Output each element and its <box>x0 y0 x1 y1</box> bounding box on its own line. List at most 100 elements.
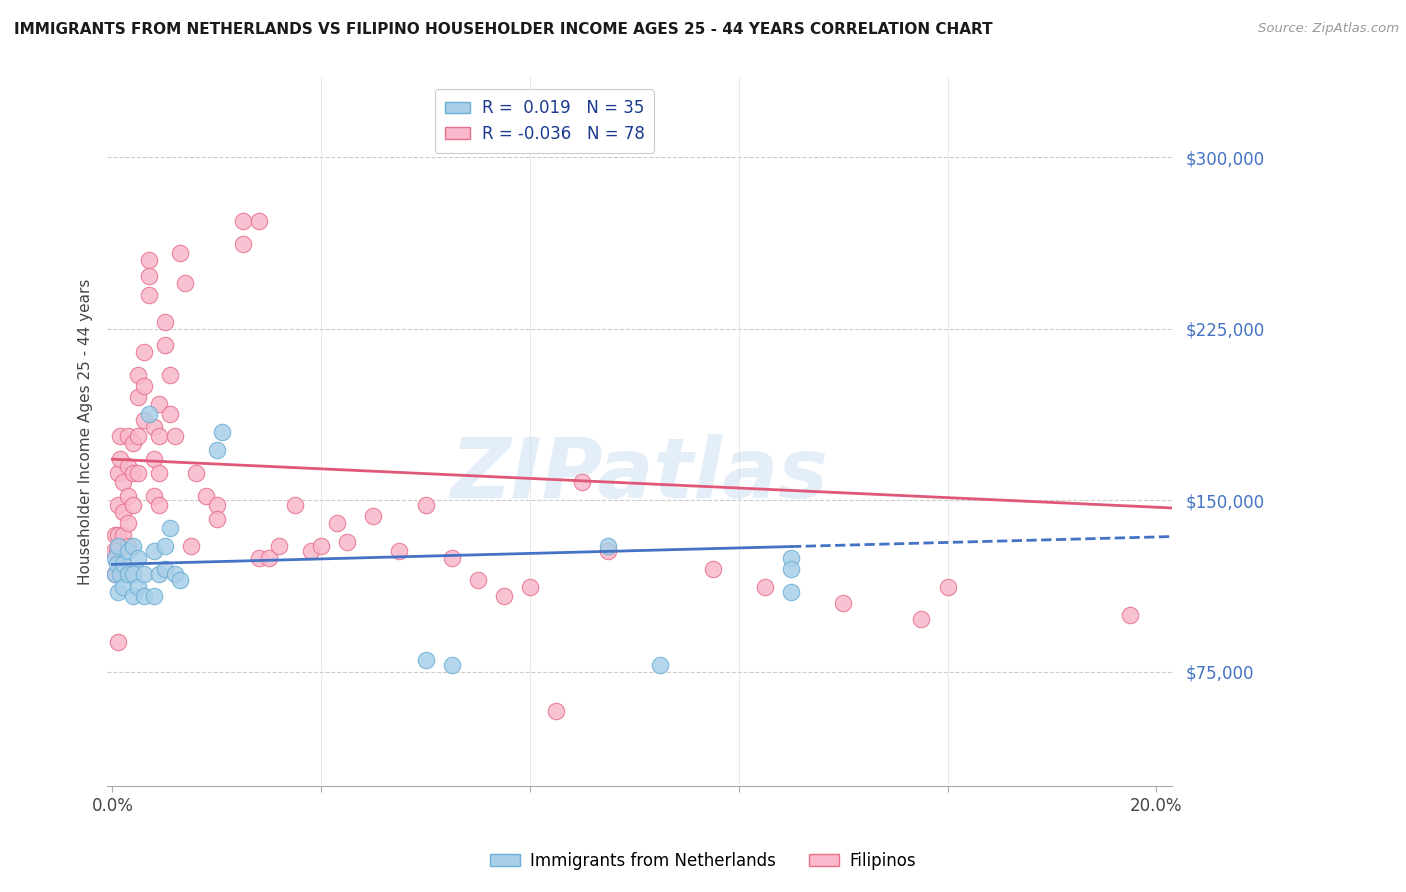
Point <box>122 436 145 450</box>
Point <box>127 391 149 405</box>
Point <box>153 315 176 329</box>
Point <box>163 429 186 443</box>
Point <box>122 498 145 512</box>
Point <box>143 543 166 558</box>
Point <box>104 566 127 581</box>
Point <box>117 516 139 531</box>
Point <box>117 539 139 553</box>
Point <box>111 558 134 572</box>
Point <box>780 584 803 599</box>
Point <box>117 459 139 474</box>
Point <box>598 539 620 553</box>
Y-axis label: Householder Income Ages 25 - 44 years: Householder Income Ages 25 - 44 years <box>79 278 93 585</box>
Point <box>832 596 855 610</box>
Point <box>205 511 228 525</box>
Point <box>127 550 149 565</box>
Point <box>388 543 411 558</box>
Point <box>111 562 134 576</box>
Point <box>780 550 803 565</box>
Point <box>105 543 128 558</box>
Point <box>363 509 385 524</box>
Point <box>284 498 307 512</box>
Point <box>754 580 776 594</box>
Point <box>148 566 170 581</box>
Point <box>108 429 131 443</box>
Point <box>143 489 166 503</box>
Point <box>910 612 932 626</box>
Point <box>205 498 228 512</box>
Point <box>467 574 489 588</box>
Point <box>103 543 125 558</box>
Point <box>143 452 166 467</box>
Point <box>232 214 254 228</box>
Point <box>117 543 139 558</box>
Point <box>148 397 170 411</box>
Point <box>111 505 134 519</box>
Point <box>159 368 181 382</box>
Point <box>650 657 672 672</box>
Point <box>326 516 349 531</box>
Point <box>111 475 134 489</box>
Point <box>544 704 567 718</box>
Point <box>143 590 166 604</box>
Point <box>205 443 228 458</box>
Point <box>257 550 280 565</box>
Point <box>163 566 186 581</box>
Point <box>299 543 322 558</box>
Point <box>132 566 155 581</box>
Point <box>127 580 149 594</box>
Point <box>153 338 176 352</box>
Text: Source: ZipAtlas.com: Source: ZipAtlas.com <box>1258 22 1399 36</box>
Point <box>107 466 129 480</box>
Point <box>336 534 359 549</box>
Point <box>122 566 145 581</box>
Point <box>309 539 332 553</box>
Point <box>184 466 207 480</box>
Point <box>108 452 131 467</box>
Point <box>440 550 463 565</box>
Point <box>138 287 160 301</box>
Point <box>195 489 218 503</box>
Point <box>415 653 437 667</box>
Point <box>132 590 155 604</box>
Point <box>211 425 233 439</box>
Point <box>132 379 155 393</box>
Point <box>122 590 145 604</box>
Point <box>117 489 139 503</box>
Point <box>105 558 128 572</box>
Point <box>104 550 127 565</box>
Point <box>702 562 724 576</box>
Point <box>104 566 127 581</box>
Point <box>159 521 181 535</box>
Point <box>104 527 127 541</box>
Text: ZIPatlas: ZIPatlas <box>451 434 828 515</box>
Point <box>247 550 270 565</box>
Point <box>132 344 155 359</box>
Point <box>122 466 145 480</box>
Point <box>122 539 145 553</box>
Point <box>127 368 149 382</box>
Point <box>169 574 191 588</box>
Point <box>111 580 134 594</box>
Point <box>127 466 149 480</box>
Point <box>108 566 131 581</box>
Point <box>232 237 254 252</box>
Point <box>107 539 129 553</box>
Point <box>138 407 160 421</box>
Point <box>492 590 515 604</box>
Text: IMMIGRANTS FROM NETHERLANDS VS FILIPINO HOUSEHOLDER INCOME AGES 25 - 44 YEARS CO: IMMIGRANTS FROM NETHERLANDS VS FILIPINO … <box>14 22 993 37</box>
Point <box>148 498 170 512</box>
Legend: R =  0.019   N = 35, R = -0.036   N = 78: R = 0.019 N = 35, R = -0.036 N = 78 <box>434 89 654 153</box>
Point <box>148 466 170 480</box>
Point <box>153 562 176 576</box>
Point <box>159 407 181 421</box>
Point <box>571 475 593 489</box>
Point <box>117 566 139 581</box>
Point <box>138 253 160 268</box>
Point <box>107 527 129 541</box>
Point <box>117 429 139 443</box>
Point <box>415 498 437 512</box>
Point <box>138 269 160 284</box>
Point <box>1119 607 1142 622</box>
Point <box>153 539 176 553</box>
